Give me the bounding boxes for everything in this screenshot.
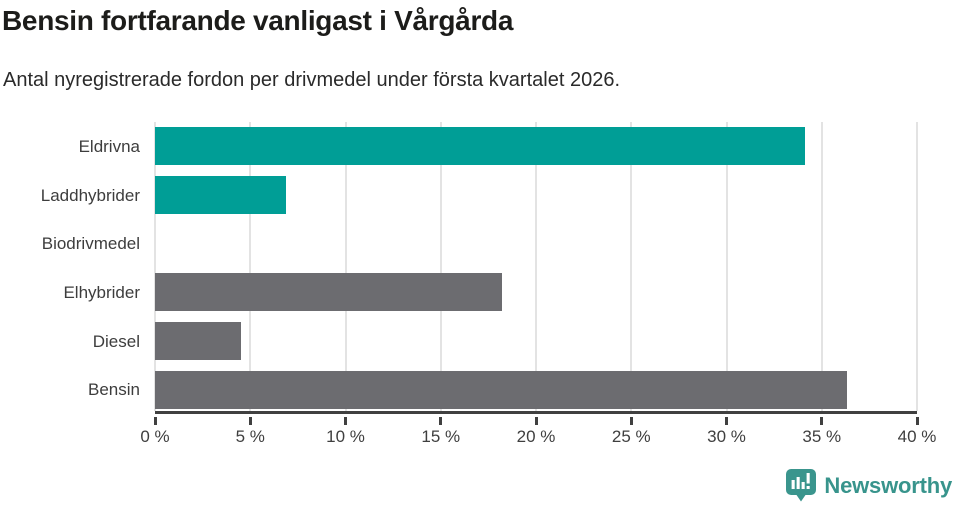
bar (155, 176, 287, 214)
axis-tick-label: 40 % (897, 427, 937, 446)
gridline (725, 122, 728, 411)
axis-tick (725, 417, 728, 425)
bar-track (155, 268, 917, 317)
axis-tick-label: 30 % (707, 427, 746, 446)
axis-tick-label: 10 % (326, 427, 365, 446)
gridline (344, 122, 347, 411)
axis-tick-label: 25 % (611, 427, 651, 446)
category-label: Biodrivmedel (41, 234, 140, 254)
gridline (249, 122, 252, 411)
bar-row: Diesel (0, 317, 917, 366)
newsworthy-speech-bubble-chart-icon (786, 469, 817, 502)
bar (155, 273, 502, 312)
gridline (820, 122, 823, 411)
bar-track (155, 317, 917, 366)
bar-row: Elhybrider (0, 268, 917, 317)
axis-tick (248, 417, 252, 425)
category-label: Bensin (88, 380, 140, 400)
bar (155, 127, 805, 166)
gridline (535, 122, 537, 411)
axis-tick (534, 417, 538, 425)
gridline (916, 122, 918, 411)
axis-tick-label: 5 % (235, 427, 265, 446)
bar-row: Laddhybrider (0, 171, 917, 220)
gridline (439, 122, 442, 411)
category-label: Elhybrider (63, 282, 140, 302)
gridline (154, 122, 156, 411)
axis-tick (629, 417, 633, 425)
plot-area (154, 122, 918, 414)
category-label: Laddhybrider (40, 185, 140, 205)
bar-track (155, 122, 917, 171)
axis-tick-label: 15 % (421, 427, 461, 446)
bar (155, 370, 847, 409)
bar-chart: Eldrivna Laddhybrider Biodrivmedel Elhybrid… (0, 122, 918, 414)
bar-track (155, 219, 917, 268)
bar-row: Biodrivmedel (0, 219, 917, 268)
newsworthy-logo: Newsworthy (786, 469, 952, 502)
bar (155, 322, 241, 361)
bar-rows: Eldrivna Laddhybrider Biodrivmedel Elhybrid… (0, 122, 917, 414)
bar-track (155, 171, 917, 220)
category-label: Diesel (92, 331, 140, 351)
bar-track (155, 365, 917, 414)
newsworthy-logo-text: Newsworthy (824, 472, 952, 498)
axis-tick-label: 35 % (802, 427, 842, 446)
chart-subtitle: Antal nyregistrerade fordon per drivmede… (3, 69, 621, 91)
x-axis: 0 % 5 % 10 % 15 % 20 % 25 % 30 % 35 % 40 % (140, 414, 936, 460)
category-label: Eldrivna (78, 136, 140, 156)
axis-tick (344, 417, 347, 425)
bar-row: Bensin (0, 365, 917, 414)
axis-tick (915, 417, 919, 425)
axis-tick-label: 0 % (140, 427, 170, 446)
chart-title: Bensin fortfarande vanligast i Vårgårda (2, 5, 514, 36)
gridline (630, 122, 633, 411)
bar-row: Eldrivna (0, 122, 917, 171)
axis-tick (820, 417, 824, 425)
axis-tick (153, 417, 157, 425)
axis-tick (439, 417, 443, 425)
axis-tick-label: 20 % (516, 427, 556, 446)
